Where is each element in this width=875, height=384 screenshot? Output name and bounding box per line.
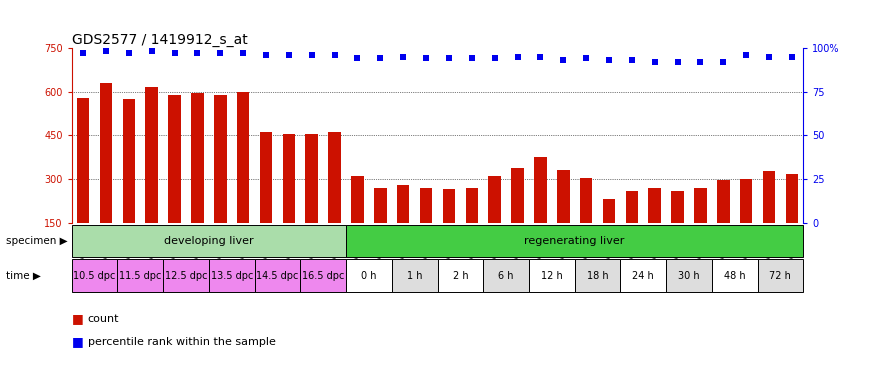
- Bar: [328, 132, 341, 223]
- Bar: [443, 189, 455, 223]
- Bar: [648, 189, 661, 223]
- Text: 11.5 dpc: 11.5 dpc: [119, 270, 162, 281]
- Bar: [392, 259, 438, 292]
- Text: 72 h: 72 h: [769, 270, 791, 281]
- Bar: [72, 259, 117, 292]
- Text: ■: ■: [72, 335, 83, 348]
- Bar: [420, 188, 432, 223]
- Bar: [397, 185, 410, 223]
- Text: 18 h: 18 h: [587, 270, 608, 281]
- Bar: [483, 259, 528, 292]
- Bar: [758, 259, 803, 292]
- Bar: [77, 98, 89, 223]
- Bar: [557, 170, 570, 223]
- Bar: [786, 174, 798, 223]
- Text: 24 h: 24 h: [633, 270, 654, 281]
- Bar: [305, 134, 318, 223]
- Bar: [255, 259, 300, 292]
- Text: 0 h: 0 h: [361, 270, 376, 281]
- Text: 12.5 dpc: 12.5 dpc: [164, 270, 207, 281]
- Bar: [209, 259, 255, 292]
- Text: 30 h: 30 h: [678, 270, 700, 281]
- Bar: [511, 168, 524, 223]
- Bar: [488, 176, 500, 223]
- Bar: [740, 179, 752, 223]
- Bar: [694, 189, 707, 223]
- Bar: [717, 180, 730, 223]
- Text: 14.5 dpc: 14.5 dpc: [256, 270, 298, 281]
- Bar: [346, 225, 803, 257]
- Text: 16.5 dpc: 16.5 dpc: [302, 270, 345, 281]
- Text: time ▶: time ▶: [6, 270, 41, 281]
- Text: count: count: [88, 314, 119, 324]
- Text: 10.5 dpc: 10.5 dpc: [74, 270, 116, 281]
- Text: 12 h: 12 h: [541, 270, 563, 281]
- Text: 48 h: 48 h: [724, 270, 746, 281]
- Text: 13.5 dpc: 13.5 dpc: [211, 270, 253, 281]
- Bar: [626, 191, 638, 223]
- Bar: [100, 83, 112, 223]
- Bar: [466, 189, 478, 223]
- Text: GDS2577 / 1419912_s_at: GDS2577 / 1419912_s_at: [72, 33, 248, 47]
- Text: 1 h: 1 h: [407, 270, 423, 281]
- Bar: [438, 259, 483, 292]
- Bar: [237, 92, 249, 223]
- Bar: [666, 259, 712, 292]
- Text: specimen ▶: specimen ▶: [6, 236, 67, 246]
- Bar: [763, 171, 775, 223]
- Text: ■: ■: [72, 312, 83, 325]
- Bar: [603, 199, 615, 223]
- Text: regenerating liver: regenerating liver: [524, 236, 625, 246]
- Bar: [575, 259, 620, 292]
- Text: percentile rank within the sample: percentile rank within the sample: [88, 337, 276, 347]
- Bar: [712, 259, 758, 292]
- Text: 6 h: 6 h: [499, 270, 514, 281]
- Bar: [534, 157, 547, 223]
- Bar: [283, 134, 295, 223]
- Text: 2 h: 2 h: [452, 270, 468, 281]
- Bar: [214, 94, 227, 223]
- Bar: [528, 259, 575, 292]
- Text: developing liver: developing liver: [164, 236, 254, 246]
- Bar: [260, 132, 272, 223]
- Bar: [123, 99, 135, 223]
- Bar: [145, 87, 158, 223]
- Bar: [300, 259, 346, 292]
- Bar: [620, 259, 666, 292]
- Bar: [580, 177, 592, 223]
- Bar: [117, 259, 164, 292]
- Bar: [374, 188, 387, 223]
- Bar: [72, 225, 346, 257]
- Bar: [671, 191, 683, 223]
- Bar: [164, 259, 209, 292]
- Bar: [346, 259, 392, 292]
- Bar: [351, 176, 364, 223]
- Bar: [192, 93, 204, 223]
- Bar: [168, 94, 181, 223]
